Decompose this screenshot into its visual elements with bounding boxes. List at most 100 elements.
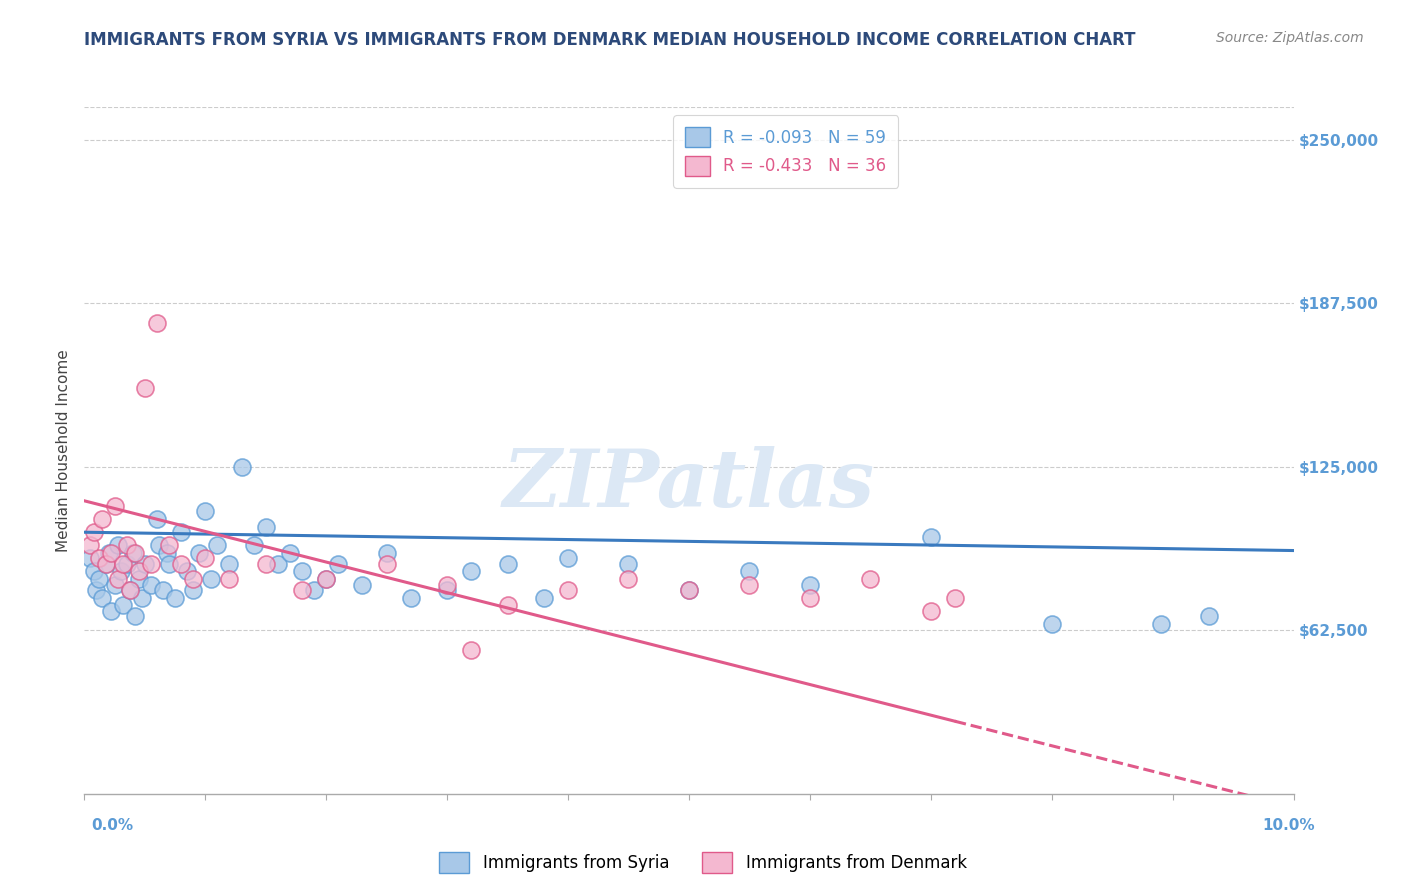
Point [218, 557, 240, 571]
Point [188, 546, 211, 560]
Point [207, 538, 229, 552]
Point [315, 572, 337, 586]
Point [496, 599, 519, 613]
Text: 0.0%: 0.0% [91, 818, 134, 832]
Point [194, 551, 217, 566]
Point [920, 531, 942, 545]
Point [375, 546, 398, 560]
Point [738, 565, 761, 579]
Point [104, 577, 127, 591]
Point [94, 557, 117, 571]
Point [120, 582, 142, 597]
Point [146, 512, 169, 526]
Point [920, 604, 942, 618]
Point [436, 582, 458, 597]
Point [557, 551, 579, 566]
Point [496, 557, 519, 571]
Point [79, 538, 101, 552]
Point [328, 557, 350, 571]
Point [100, 546, 122, 560]
Point [291, 565, 314, 579]
Text: IMMIGRANTS FROM SYRIA VS IMMIGRANTS FROM DENMARK MEDIAN HOUSEHOLD INCOME CORRELA: IMMIGRANTS FROM SYRIA VS IMMIGRANTS FROM… [84, 31, 1136, 49]
Point [678, 582, 700, 597]
Point [859, 572, 882, 586]
Point [155, 546, 177, 560]
Point [267, 557, 290, 571]
Legend: R = -0.093   N = 59, R = -0.433   N = 36: R = -0.093 N = 59, R = -0.433 N = 36 [673, 115, 898, 187]
Point [170, 557, 193, 571]
Point [131, 591, 153, 605]
Point [176, 565, 198, 579]
Point [152, 582, 174, 597]
Point [557, 582, 579, 597]
Point [1149, 616, 1171, 631]
Point [83, 525, 105, 540]
Point [107, 572, 129, 586]
Point [134, 381, 156, 395]
Point [194, 504, 217, 518]
Point [91, 591, 114, 605]
Point [678, 582, 700, 597]
Point [124, 609, 146, 624]
Point [375, 557, 398, 571]
Point [799, 577, 821, 591]
Point [254, 557, 277, 571]
Text: ZIPatlas: ZIPatlas [503, 446, 875, 524]
Point [91, 512, 114, 526]
Point [436, 577, 458, 591]
Point [302, 582, 325, 597]
Point [1040, 616, 1063, 631]
Point [617, 557, 640, 571]
Point [352, 577, 374, 591]
Text: Source: ZipAtlas.com: Source: ZipAtlas.com [1216, 31, 1364, 45]
Point [148, 538, 170, 552]
Point [460, 565, 482, 579]
Point [112, 557, 135, 571]
Point [315, 572, 337, 586]
Text: 10.0%: 10.0% [1263, 818, 1315, 832]
Point [157, 538, 180, 552]
Point [460, 643, 482, 657]
Point [200, 572, 222, 586]
Point [943, 591, 966, 605]
Point [94, 557, 117, 571]
Point [242, 538, 264, 552]
Point [139, 557, 162, 571]
Point [139, 577, 162, 591]
Point [617, 572, 640, 586]
Point [1198, 609, 1220, 624]
Point [124, 546, 146, 560]
Point [181, 582, 204, 597]
Point [87, 551, 110, 566]
Point [104, 499, 127, 513]
Point [181, 572, 204, 586]
Point [157, 557, 180, 571]
Point [83, 565, 105, 579]
Y-axis label: Median Household Income: Median Household Income [56, 349, 72, 552]
Point [115, 538, 138, 552]
Point [100, 604, 122, 618]
Point [134, 557, 156, 571]
Point [799, 591, 821, 605]
Point [115, 557, 138, 571]
Point [112, 599, 135, 613]
Point [165, 591, 187, 605]
Point [291, 582, 314, 597]
Legend: Immigrants from Syria, Immigrants from Denmark: Immigrants from Syria, Immigrants from D… [433, 846, 973, 880]
Point [121, 546, 143, 560]
Point [254, 520, 277, 534]
Point [231, 459, 253, 474]
Point [97, 546, 120, 560]
Point [278, 546, 301, 560]
Point [218, 572, 240, 586]
Point [107, 538, 129, 552]
Point [128, 565, 150, 579]
Point [79, 551, 101, 566]
Point [120, 582, 142, 597]
Point [738, 577, 761, 591]
Point [170, 525, 193, 540]
Point [399, 591, 422, 605]
Point [110, 565, 132, 579]
Point [86, 582, 108, 597]
Point [146, 316, 169, 330]
